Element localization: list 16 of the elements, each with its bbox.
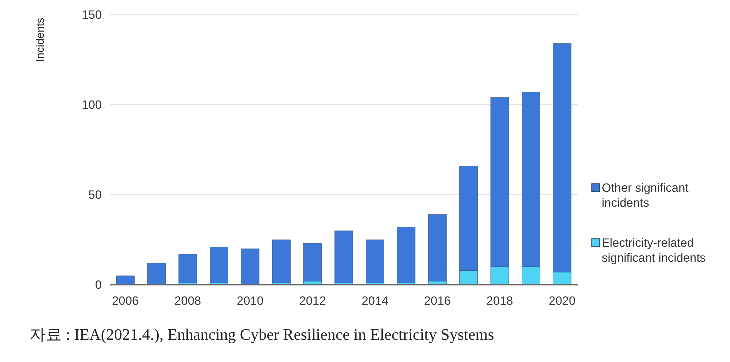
x-tick-label: 2016 bbox=[424, 294, 452, 308]
y-tick-label: 100 bbox=[82, 98, 102, 112]
x-tick-label: 2018 bbox=[486, 294, 514, 308]
y-tick-label: 50 bbox=[88, 188, 102, 202]
x-tick-label: 2014 bbox=[362, 294, 389, 308]
text: 자료 : IEA(2021.4.), Enhancing Cyber Resilience in Electricity Systems bbox=[30, 327, 494, 344]
x-tick-label: 2010 bbox=[237, 294, 264, 308]
x-tick-label: 2008 bbox=[174, 294, 202, 308]
legend-label: Electricity-related significant incidents bbox=[602, 236, 706, 265]
y-axis-title: Incidents bbox=[35, 17, 47, 62]
y-tick-label: 0 bbox=[95, 278, 102, 292]
x-tick-label: 2006 bbox=[112, 294, 140, 308]
x-tick-label: 2020 bbox=[549, 294, 576, 308]
legend-label: Other significant incidents bbox=[602, 181, 690, 210]
x-tick-label: 2012 bbox=[299, 294, 326, 308]
y-tick-label: 150 bbox=[82, 8, 102, 22]
